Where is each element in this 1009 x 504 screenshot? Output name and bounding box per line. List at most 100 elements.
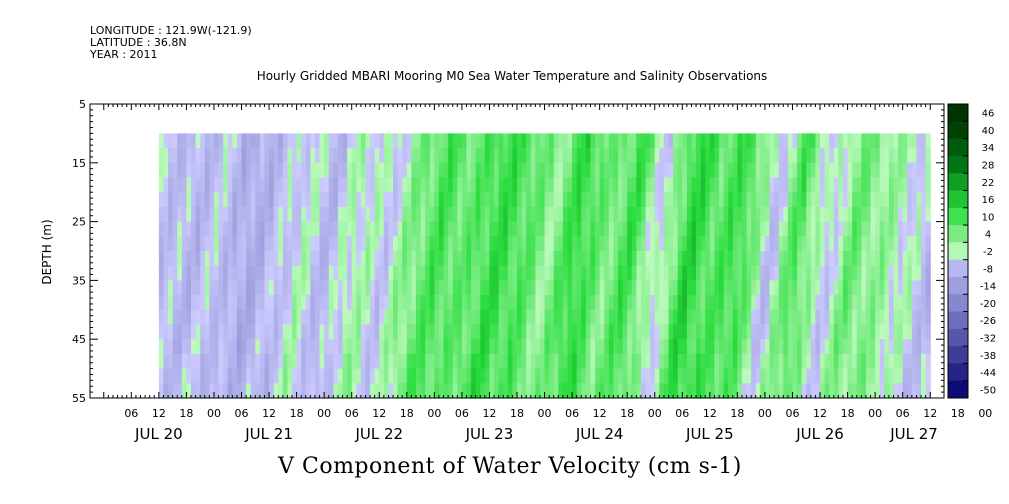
heatmap-cell bbox=[806, 177, 812, 193]
heatmap-cell bbox=[549, 309, 555, 326]
heatmap-cell bbox=[480, 280, 486, 296]
heatmap-cell bbox=[200, 280, 206, 296]
heatmap-cell bbox=[223, 177, 229, 193]
heatmap-cell bbox=[177, 368, 183, 384]
heatmap-cell bbox=[847, 236, 853, 252]
heatmap-cell bbox=[911, 177, 918, 193]
heatmap-cell bbox=[356, 368, 362, 384]
heatmap-cell bbox=[292, 368, 298, 384]
heatmap-cell bbox=[397, 221, 403, 237]
heatmap-cell bbox=[301, 280, 307, 296]
heatmap-cell bbox=[365, 148, 371, 164]
heatmap-cell bbox=[774, 251, 780, 267]
heatmap-cell bbox=[829, 339, 835, 355]
heatmap-cell bbox=[356, 295, 362, 311]
heatmap-cell bbox=[898, 265, 904, 281]
heatmap-cell bbox=[503, 383, 509, 399]
heatmap-cell bbox=[820, 280, 826, 296]
heatmap-cell bbox=[158, 177, 165, 193]
heatmap-cell bbox=[356, 192, 362, 208]
heatmap-cell bbox=[650, 265, 656, 281]
heatmap-cell bbox=[558, 177, 564, 193]
heatmap-cell bbox=[567, 162, 573, 179]
heatmap-cell bbox=[797, 133, 803, 149]
heatmap-cell bbox=[916, 309, 922, 326]
heatmap-cell bbox=[278, 265, 284, 281]
heatmap-cell bbox=[457, 383, 463, 399]
heatmap-cell bbox=[604, 236, 610, 252]
heatmap-cell bbox=[168, 251, 174, 267]
heatmap-cell bbox=[686, 251, 693, 267]
heatmap-cell bbox=[682, 339, 688, 355]
heatmap-cell bbox=[760, 309, 766, 326]
heatmap-cell bbox=[406, 324, 412, 340]
heatmap-cell bbox=[310, 324, 316, 340]
heatmap-cell bbox=[347, 236, 353, 252]
heatmap-cell bbox=[209, 280, 215, 296]
heatmap-cell bbox=[865, 339, 872, 355]
heatmap-cell bbox=[503, 148, 509, 164]
heatmap-cell bbox=[498, 383, 504, 399]
heatmap-cell bbox=[269, 353, 275, 370]
heatmap-cell bbox=[163, 295, 169, 311]
heatmap-cell bbox=[383, 251, 390, 267]
heatmap-cell bbox=[686, 295, 693, 311]
heatmap-cell bbox=[415, 192, 422, 208]
heatmap-cell bbox=[746, 309, 752, 326]
y-tick-label: 5 bbox=[79, 98, 86, 111]
heatmap-cell bbox=[172, 162, 178, 179]
heatmap-cell bbox=[530, 339, 536, 355]
heatmap-cell bbox=[627, 177, 633, 193]
heatmap-cell bbox=[898, 383, 904, 399]
heatmap-cell bbox=[415, 162, 422, 179]
heatmap-cell bbox=[168, 383, 174, 399]
heatmap-cell bbox=[916, 192, 922, 208]
heatmap-cell bbox=[659, 206, 665, 223]
heatmap-cell bbox=[255, 353, 261, 370]
heatmap-cell bbox=[425, 162, 431, 179]
heatmap-cell bbox=[310, 251, 316, 267]
heatmap-cell bbox=[728, 206, 734, 223]
heatmap-cell bbox=[636, 295, 642, 311]
heatmap-cell bbox=[425, 295, 431, 311]
heatmap-cell bbox=[797, 192, 803, 208]
heatmap-cell bbox=[255, 251, 261, 267]
heatmap-cell bbox=[884, 280, 890, 296]
heatmap-cell bbox=[714, 353, 720, 370]
heatmap-cell bbox=[640, 324, 647, 340]
heatmap-cell bbox=[521, 251, 527, 267]
heatmap-cell bbox=[686, 353, 693, 370]
heatmap-cell bbox=[778, 236, 784, 252]
heatmap-cell bbox=[833, 324, 839, 340]
heatmap-cell bbox=[663, 295, 670, 311]
heatmap-cell bbox=[833, 177, 839, 193]
heatmap-cell bbox=[457, 206, 463, 223]
heatmap-cell bbox=[732, 309, 738, 326]
heatmap-cell bbox=[783, 162, 789, 179]
heatmap-cell bbox=[842, 133, 849, 149]
heatmap-cell bbox=[797, 280, 803, 296]
heatmap-cell bbox=[503, 177, 509, 193]
heatmap-cell bbox=[741, 383, 748, 399]
heatmap-cell bbox=[484, 295, 491, 311]
heatmap-cell bbox=[370, 280, 376, 296]
heatmap-cell bbox=[700, 206, 706, 223]
heatmap-cell bbox=[177, 162, 183, 179]
heatmap-cell bbox=[471, 148, 477, 164]
heatmap-cell bbox=[640, 383, 647, 399]
heatmap-cell bbox=[824, 251, 830, 267]
heatmap-cell bbox=[218, 251, 224, 267]
heatmap-cell bbox=[328, 353, 334, 370]
heatmap-cell bbox=[489, 221, 495, 237]
heatmap-cell bbox=[714, 368, 720, 384]
heatmap-cell bbox=[471, 280, 477, 296]
heatmap-cell bbox=[397, 133, 403, 149]
heatmap-cell bbox=[732, 295, 738, 311]
heatmap-cell bbox=[654, 133, 660, 149]
heatmap-cell bbox=[884, 221, 890, 237]
heatmap-cell bbox=[328, 339, 334, 355]
heatmap-cell bbox=[902, 162, 908, 179]
heatmap-cell bbox=[663, 206, 670, 223]
heatmap-cell bbox=[434, 368, 440, 384]
heatmap-cell bbox=[195, 353, 201, 370]
